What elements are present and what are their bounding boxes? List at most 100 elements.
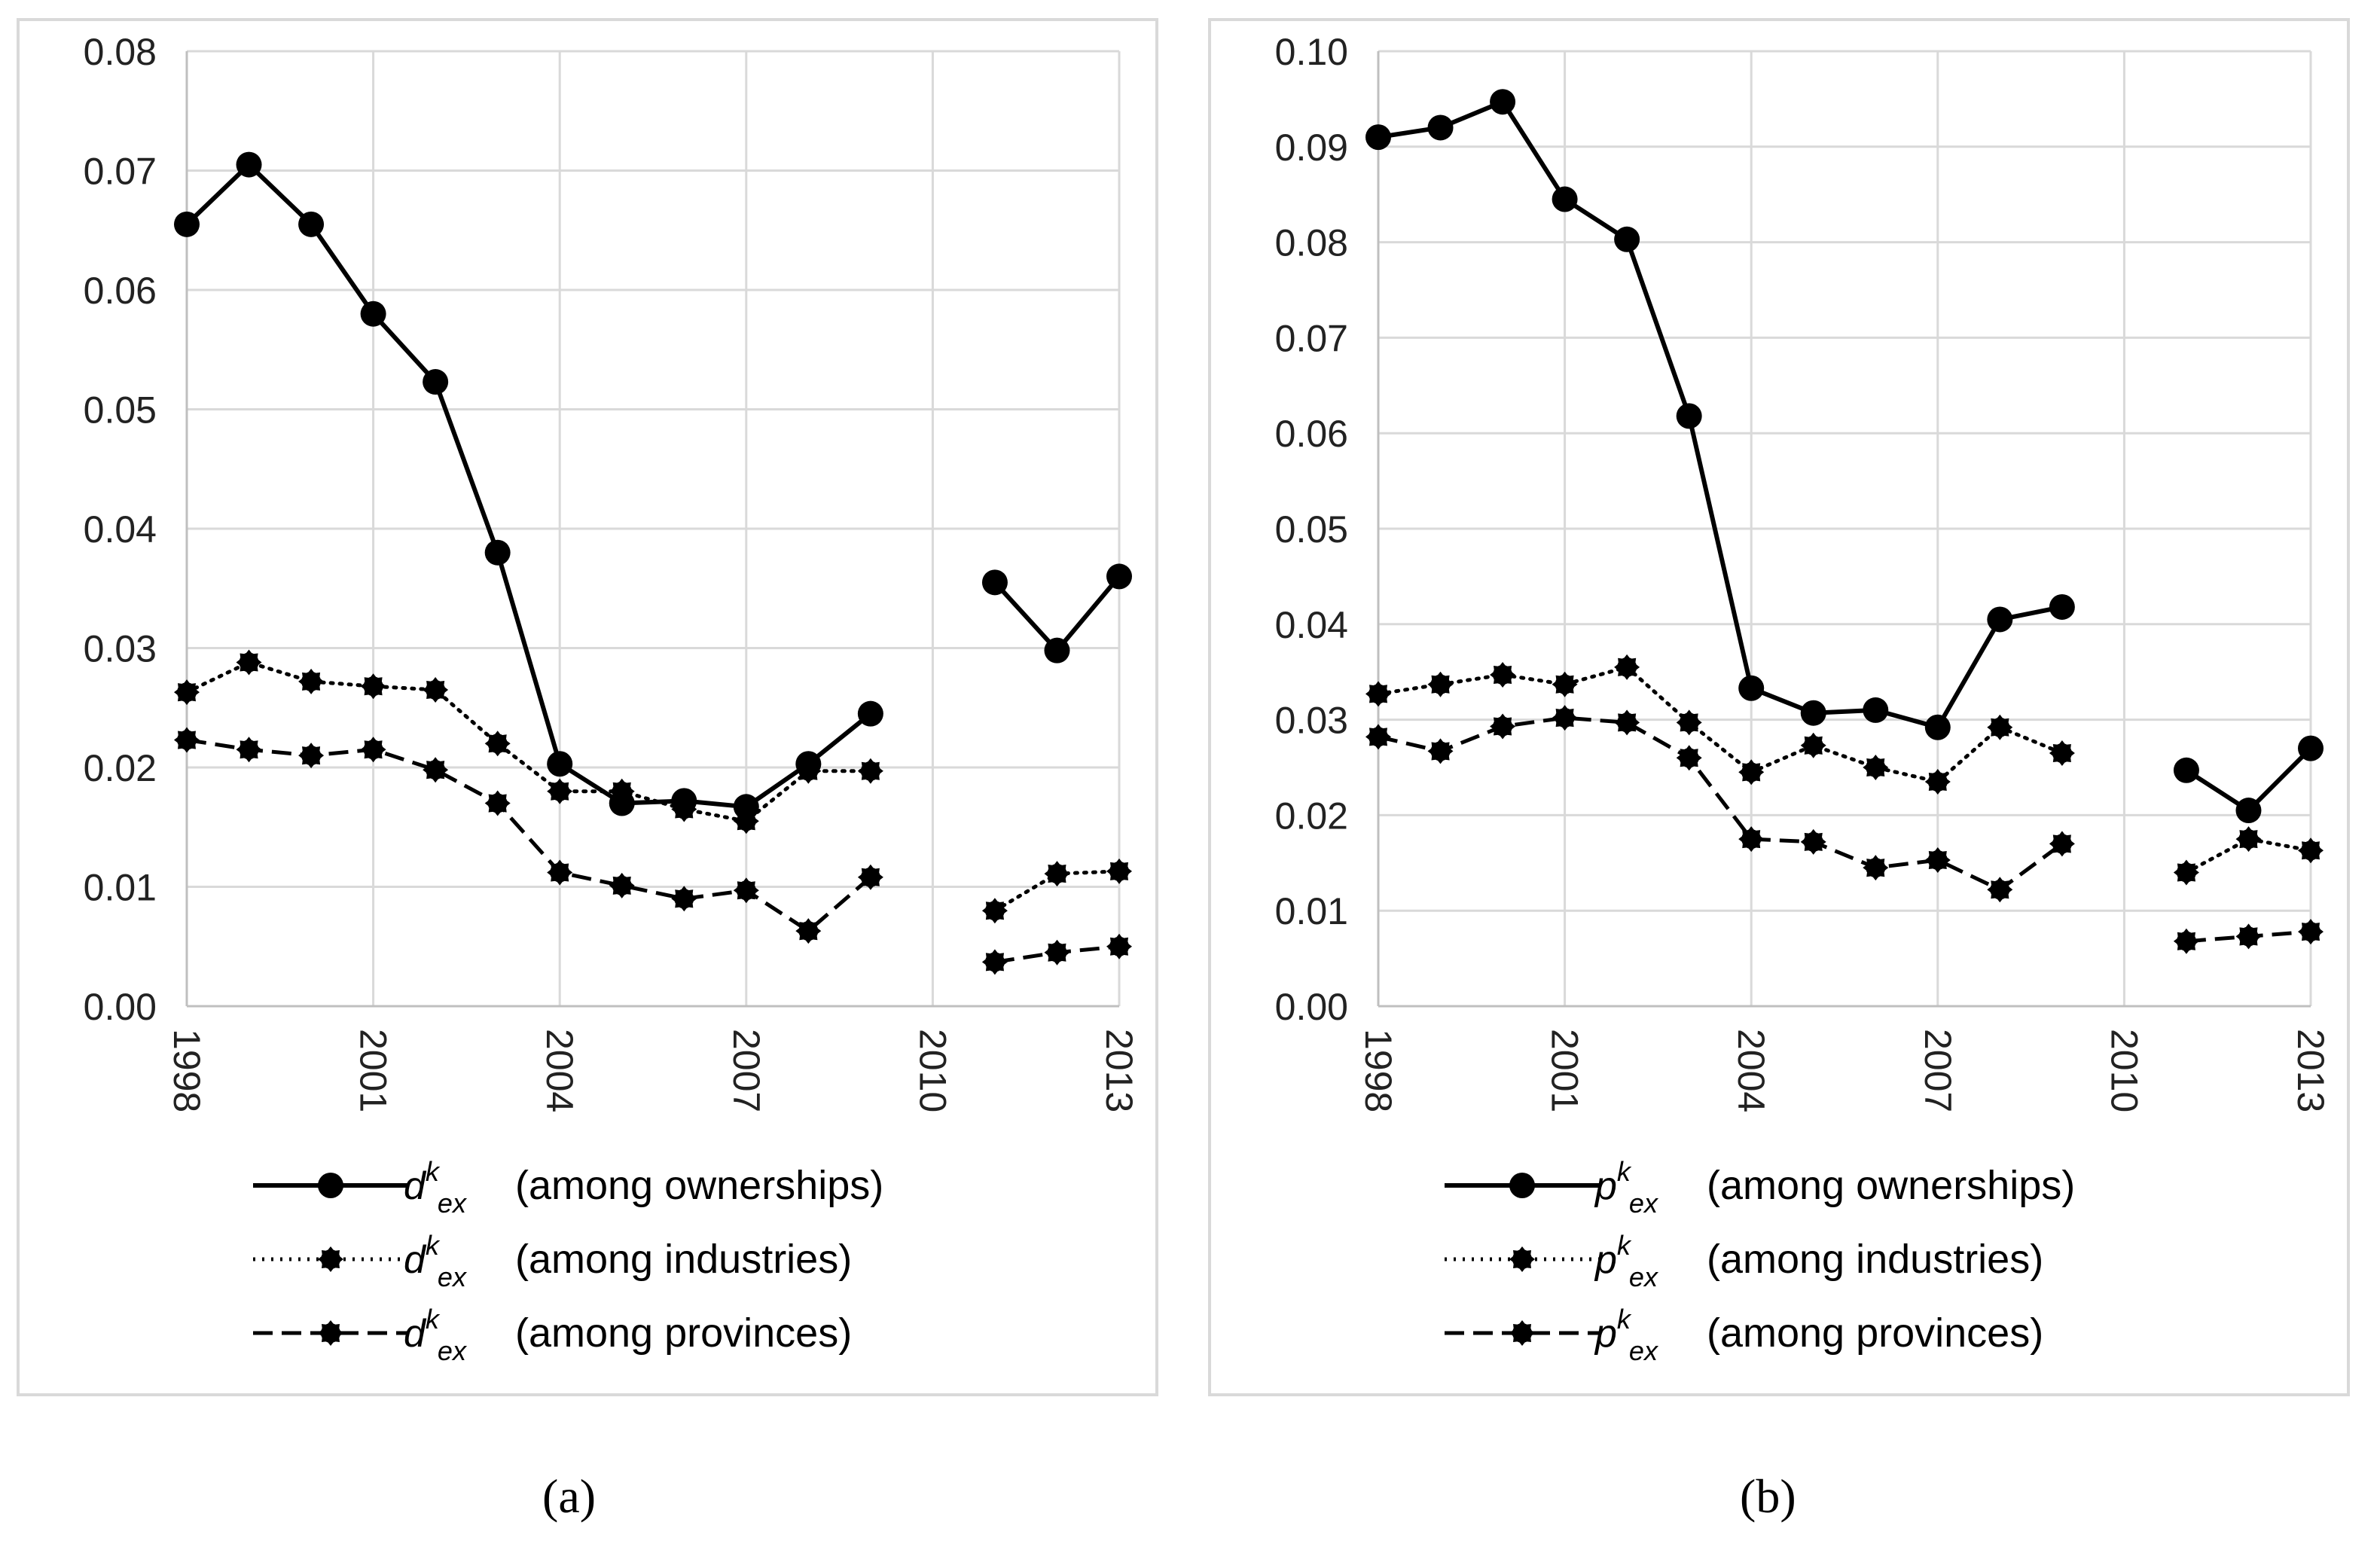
data-point	[547, 751, 573, 777]
legend-symbol: pk ex	[1594, 1230, 1659, 1292]
legend-marker	[1509, 1320, 1535, 1346]
legend-marker	[1509, 1246, 1535, 1272]
data-point	[857, 700, 883, 727]
data-point	[547, 778, 573, 804]
y-tick-label: 0.09	[1275, 127, 1348, 169]
legend-label: (among ownerships)	[515, 1163, 883, 1208]
data-point	[423, 677, 449, 703]
data-point	[423, 369, 449, 395]
data-point	[360, 673, 386, 700]
data-point	[1987, 714, 2013, 740]
data-point	[857, 758, 883, 784]
data-point	[1863, 755, 1889, 780]
line-chart-a: 0.00 0.01 0.02 0.03 0.04 0.05 0.06 0.07 0.08 1998…	[84, 31, 1140, 1366]
y-tick-label: 0.02	[84, 747, 157, 789]
data-point	[1924, 714, 1951, 740]
x-tick-label: 2004	[539, 1029, 581, 1112]
x-tick-label: 2001	[352, 1029, 395, 1112]
y-tick-label: 0.03	[1275, 700, 1348, 742]
caption-a: (a)	[542, 1469, 597, 1523]
data-point	[1552, 671, 1578, 697]
y-tick-label: 0.04	[1275, 604, 1348, 646]
y-tick-label: 0.01	[84, 867, 157, 909]
data-point	[795, 758, 822, 784]
data-point	[2298, 919, 2324, 945]
data-point	[174, 679, 200, 706]
series-line	[1376, 665, 2064, 784]
legend-marker	[1509, 1173, 1535, 1198]
data-point	[484, 731, 511, 757]
legend-marker	[318, 1320, 343, 1346]
caption-b: (b)	[1740, 1469, 1796, 1523]
data-point	[236, 649, 262, 676]
data-point	[1987, 606, 2013, 633]
y-tick-label: 0.02	[1275, 795, 1348, 837]
legend-entry: dk ex (among industries)	[253, 1230, 852, 1292]
data-point	[1738, 826, 1765, 853]
data-point	[1863, 855, 1889, 881]
x-tick-label: 2001	[1544, 1029, 1586, 1112]
series-solid	[1365, 89, 2324, 824]
y-tick-label: 0.05	[84, 389, 157, 432]
data-point	[857, 864, 883, 890]
legend-entry: dk ex (among ownerships)	[253, 1156, 883, 1219]
y-tick-label: 0.06	[84, 270, 157, 312]
x-tick-label: 2013	[1098, 1029, 1140, 1112]
y-tick-label: 0.00	[84, 986, 157, 1028]
data-point	[1106, 563, 1132, 590]
data-point	[1365, 124, 1391, 151]
y-tick-label: 0.07	[1275, 317, 1348, 359]
legend-label: (among provinces)	[1707, 1310, 2043, 1356]
data-point	[733, 808, 759, 834]
data-point	[671, 886, 697, 912]
data-point	[2298, 735, 2324, 761]
legend-entry: dk ex (among provinces)	[253, 1304, 852, 1366]
x-tick-label: 2010	[911, 1029, 954, 1112]
x-tick-label: 2010	[2103, 1029, 2145, 1112]
x-tick-label: 2007	[1917, 1029, 1959, 1112]
legend-symbol: dk ex	[404, 1156, 468, 1219]
y-tick-label: 0.10	[1275, 31, 1348, 73]
series-dashed	[174, 727, 1132, 975]
data-point	[2049, 593, 2075, 620]
data-point	[1427, 671, 1454, 697]
data-point	[360, 300, 386, 327]
legend-marker	[318, 1173, 343, 1198]
data-point	[2049, 740, 2075, 766]
data-point	[1800, 732, 1826, 758]
chart-panel-b: 0.00 0.01 0.02 0.03 0.04 0.05 0.06 0.07 0.08 0.09…	[1208, 18, 2350, 1396]
data-point	[2235, 798, 2262, 824]
series-dotted	[1365, 654, 2324, 886]
data-point	[174, 211, 200, 237]
x-tick-label: 1998	[1357, 1029, 1399, 1112]
data-point	[1614, 654, 1640, 680]
data-point	[1044, 637, 1070, 664]
data-point	[733, 877, 759, 904]
y-tick-label: 0.00	[1275, 986, 1348, 1028]
y-tick-label: 0.08	[84, 31, 157, 73]
data-point	[609, 872, 635, 898]
data-point	[2173, 859, 2199, 886]
data-point	[423, 757, 449, 783]
y-tick-label: 0.04	[84, 508, 157, 551]
data-point	[1427, 738, 1454, 764]
data-point	[1044, 939, 1070, 966]
data-point	[298, 211, 325, 237]
legend-marker	[318, 1246, 343, 1272]
data-point	[547, 859, 573, 886]
data-point	[1924, 769, 1951, 795]
data-point	[1614, 226, 1640, 252]
data-point	[298, 743, 325, 769]
data-point	[360, 737, 386, 763]
series-line	[185, 660, 873, 823]
data-point	[1614, 709, 1640, 736]
gridlines	[187, 50, 1121, 1006]
data-point	[1924, 847, 1951, 873]
data-point	[174, 727, 200, 753]
data-point	[484, 539, 511, 566]
data-point	[1676, 709, 1702, 736]
x-tick-label: 1998	[166, 1029, 208, 1112]
x-tick-label: 2004	[1730, 1029, 1772, 1112]
data-point	[1490, 89, 1516, 115]
data-point	[1490, 713, 1516, 740]
